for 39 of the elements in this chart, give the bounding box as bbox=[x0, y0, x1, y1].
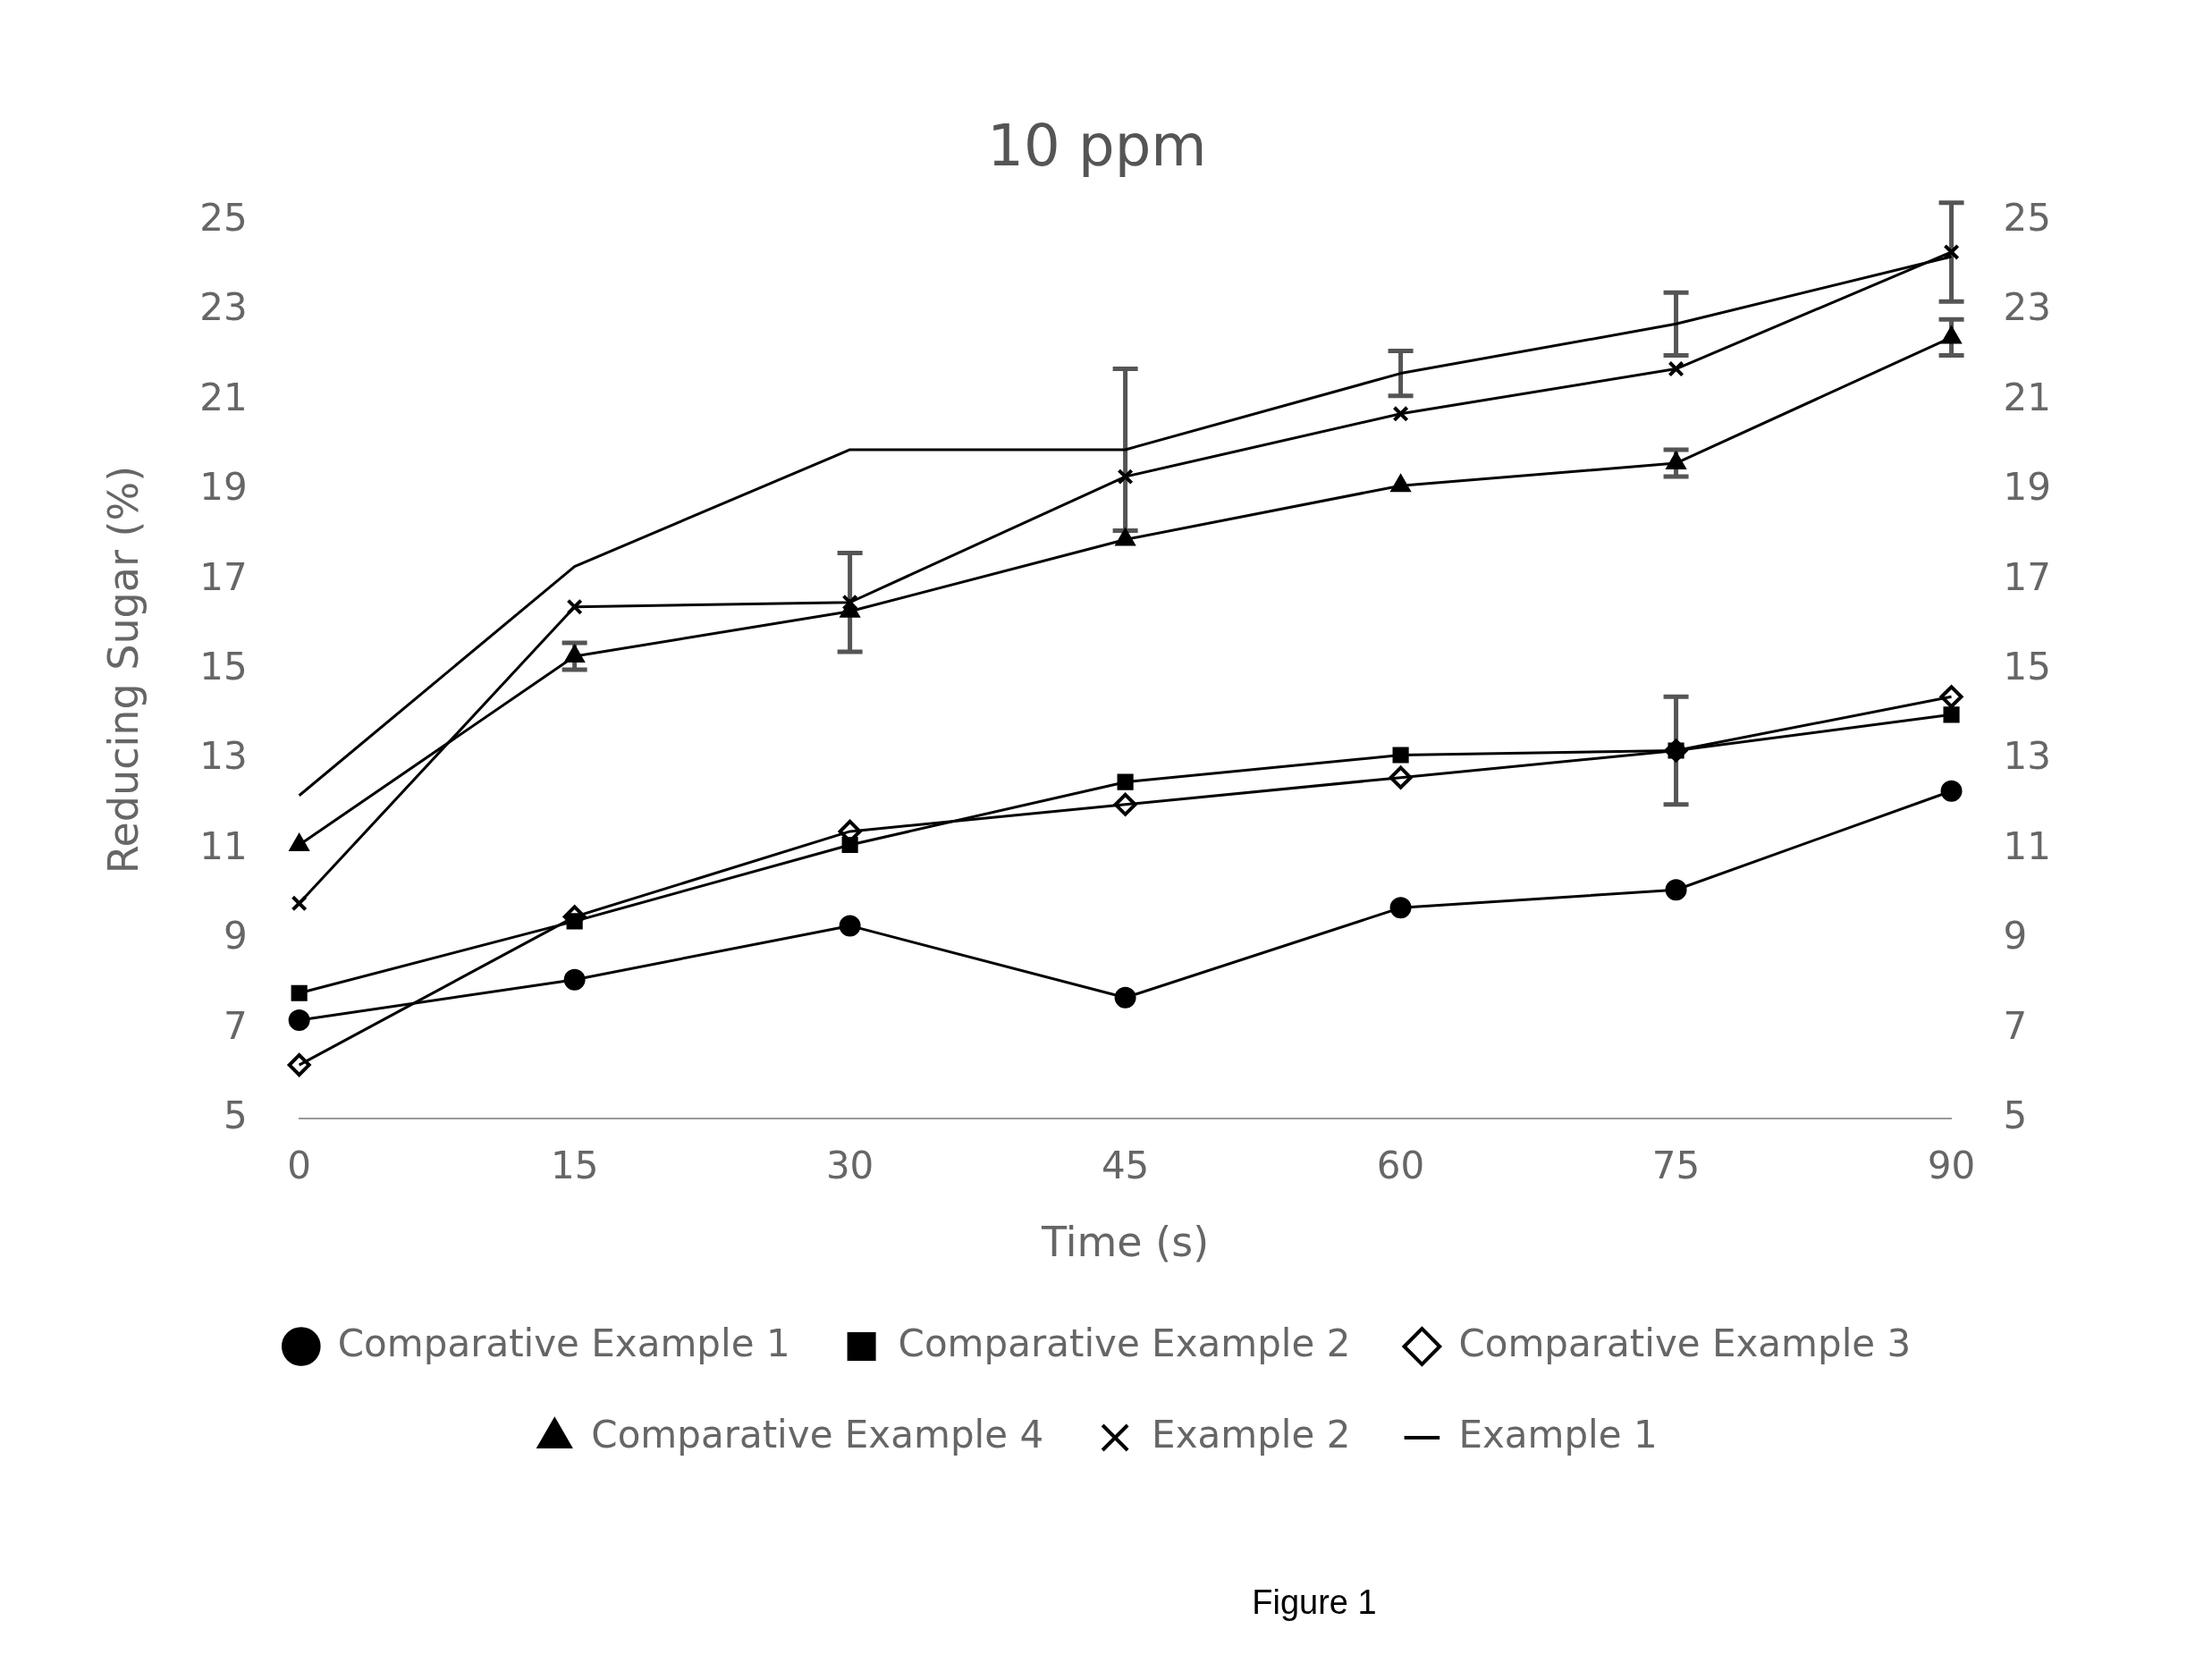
y-tick-label: 13 bbox=[199, 734, 248, 779]
x-axis-title: Time (s) bbox=[1041, 1218, 1210, 1267]
legend-label: Comparative Example 1 bbox=[337, 1321, 790, 1365]
y2-tick-label: 13 bbox=[2003, 734, 2052, 779]
y2-tick-label: 5 bbox=[2003, 1093, 2028, 1138]
y2-tick-label: 25 bbox=[2003, 195, 2052, 240]
y-axis-title: Reducing Sugar (%) bbox=[98, 465, 148, 874]
y-tick-label: 9 bbox=[223, 914, 248, 958]
x-tick-label: 30 bbox=[825, 1143, 874, 1187]
x-tick-label: 15 bbox=[550, 1143, 599, 1187]
y-tick-label: 23 bbox=[199, 285, 248, 330]
y2-tick-label: 7 bbox=[2003, 1003, 2028, 1048]
legend-label: Comparative Example 2 bbox=[898, 1321, 1351, 1365]
legend-label: Comparative Example 4 bbox=[591, 1412, 1044, 1456]
x-tick-label: 75 bbox=[1651, 1143, 1701, 1187]
y2-tick-label: 21 bbox=[2003, 375, 2052, 419]
x-tick-label: 45 bbox=[1101, 1143, 1150, 1187]
y2-tick-label: 9 bbox=[2003, 914, 2028, 958]
y2-tick-label: 23 bbox=[2003, 285, 2052, 330]
x-tick-label: 90 bbox=[1927, 1143, 1976, 1187]
caption: Figure 1 bbox=[1252, 1583, 1377, 1622]
legend-label: Example 2 bbox=[1152, 1412, 1351, 1456]
y-tick-label: 11 bbox=[199, 823, 248, 868]
y-tick-label: 19 bbox=[199, 465, 248, 510]
x-tick-label: 60 bbox=[1376, 1143, 1425, 1187]
chart-title: 10 ppm bbox=[987, 113, 1207, 180]
y-tick-label: 17 bbox=[199, 554, 248, 599]
y-tick-label: 25 bbox=[199, 195, 248, 240]
x-tick-label: 0 bbox=[287, 1143, 312, 1187]
y2-tick-label: 11 bbox=[2003, 823, 2052, 868]
legend-label: Example 1 bbox=[1458, 1412, 1658, 1456]
y-tick-label: 5 bbox=[223, 1093, 248, 1138]
legend-label: Comparative Example 3 bbox=[1458, 1321, 1912, 1365]
y-tick-label: 15 bbox=[199, 645, 248, 689]
y2-tick-label: 17 bbox=[2003, 554, 2052, 599]
y2-tick-label: 15 bbox=[2003, 645, 2052, 689]
y-tick-label: 21 bbox=[199, 375, 248, 419]
y-tick-label: 7 bbox=[223, 1003, 248, 1048]
y2-tick-label: 19 bbox=[2003, 465, 2052, 510]
